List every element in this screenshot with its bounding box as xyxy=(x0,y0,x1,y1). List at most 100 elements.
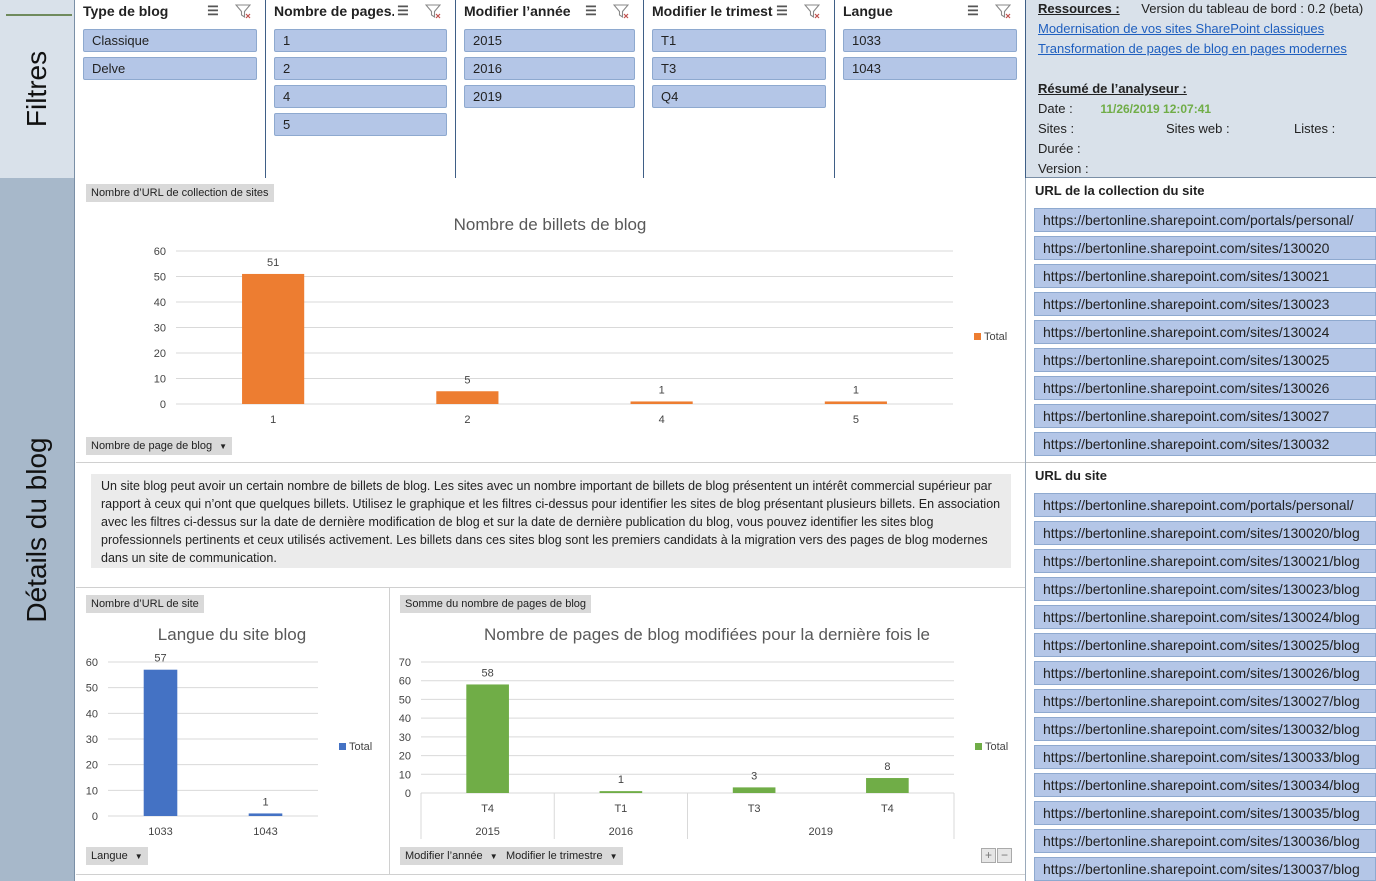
url-list-item[interactable]: https://bertonline.sharepoint.com/sites/… xyxy=(1034,605,1376,629)
chart3-field-pill[interactable]: Somme du nombre de pages de blog xyxy=(400,595,592,613)
url-list-item[interactable]: https://bertonline.sharepoint.com/sites/… xyxy=(1034,661,1376,685)
x-tick-label: T4 xyxy=(881,803,894,815)
multi-select-icon[interactable]: ☰ xyxy=(773,3,791,21)
url-list-item[interactable]: https://bertonline.sharepoint.com/sites/… xyxy=(1034,264,1376,288)
divider xyxy=(76,587,1025,588)
modernization-link[interactable]: Modernisation de vos sites SharePoint cl… xyxy=(1038,21,1325,36)
chart2-field-pill[interactable]: Nombre d’URL de site xyxy=(86,595,204,613)
filters-label: Filtres xyxy=(21,50,52,128)
slicer-item[interactable]: 2019 xyxy=(464,85,635,108)
bar xyxy=(599,791,643,793)
date-label: Date : xyxy=(1038,101,1073,116)
dashboard-version: Version du tableau de bord : 0.2 (beta) xyxy=(1141,1,1364,16)
expand-button[interactable]: + xyxy=(981,848,996,863)
data-label: 51 xyxy=(267,257,279,269)
multi-select-icon[interactable]: ☰ xyxy=(204,3,222,21)
duration-label: Durée : xyxy=(1038,141,1081,156)
slicer-item[interactable]: 2015 xyxy=(464,29,635,52)
slicer-item[interactable]: Classique xyxy=(83,29,257,52)
slicer-item[interactable]: 1043 xyxy=(843,57,1017,80)
blog-posts-chart: Nombre de billets de blog010203040506051… xyxy=(154,215,1008,426)
clear-filter-icon[interactable] xyxy=(803,3,821,21)
collapse-button[interactable]: − xyxy=(997,848,1012,863)
description-text: Un site blog peut avoir un certain nombr… xyxy=(91,474,1011,568)
slicer-item[interactable]: 2016 xyxy=(464,57,635,80)
sites-label: Sites : xyxy=(1038,121,1075,136)
multi-select-icon[interactable]: ☰ xyxy=(394,3,412,21)
slicer-item[interactable]: 1 xyxy=(274,29,447,52)
bar xyxy=(466,684,509,793)
url-list-item[interactable]: https://bertonline.sharepoint.com/sites/… xyxy=(1034,348,1376,372)
chart3-year-filter-label: Modifier l’année xyxy=(405,850,483,862)
slicer-item[interactable]: 4 xyxy=(274,85,447,108)
details-label: Détails du blog xyxy=(21,436,52,623)
webs-label: Sites web : xyxy=(1166,121,1230,136)
chart1-field-pill[interactable]: Nombre d’URL de collection de sites xyxy=(86,184,274,202)
slicer-item[interactable]: 5 xyxy=(274,113,447,136)
data-label: 58 xyxy=(482,667,494,679)
data-label: 5 xyxy=(464,374,470,386)
url-list-item[interactable]: https://bertonline.sharepoint.com/sites/… xyxy=(1034,376,1376,400)
url-list-item[interactable]: https://bertonline.sharepoint.com/sites/… xyxy=(1034,320,1376,344)
clear-filter-icon[interactable] xyxy=(424,3,442,21)
slicer-item[interactable]: Delve xyxy=(83,57,257,80)
y-tick-label: 40 xyxy=(86,708,98,720)
data-label: 57 xyxy=(154,653,166,665)
url-list-item[interactable]: https://bertonline.sharepoint.com/sites/… xyxy=(1034,432,1376,456)
url-list-item[interactable]: https://bertonline.sharepoint.com/sites/… xyxy=(1034,521,1376,545)
x-tick-label: 4 xyxy=(659,414,665,426)
y-tick-label: 50 xyxy=(399,694,411,706)
blog-transformation-link[interactable]: Transformation de pages de blog en pages… xyxy=(1038,41,1347,56)
url-list-item[interactable]: https://bertonline.sharepoint.com/sites/… xyxy=(1034,745,1376,769)
url-list-item[interactable]: https://bertonline.sharepoint.com/sites/… xyxy=(1034,773,1376,797)
url-list-item[interactable]: https://bertonline.sharepoint.com/sites/… xyxy=(1034,549,1376,573)
slicer-item[interactable]: T3 xyxy=(652,57,826,80)
chart3-quarter-filter-label: Modifier le trimestre xyxy=(506,850,603,862)
clear-filter-icon[interactable] xyxy=(612,3,630,21)
url-list-item[interactable]: https://bertonline.sharepoint.com/sites/… xyxy=(1034,577,1376,601)
lists-label: Listes : xyxy=(1294,121,1336,136)
chart1-filter-dropdown[interactable]: Nombre de page de blog ▼ xyxy=(86,437,233,455)
url-list-item[interactable]: https://bertonline.sharepoint.com/sites/… xyxy=(1034,404,1376,428)
legend-label: Total xyxy=(984,331,1007,343)
x-group-label: 2016 xyxy=(609,826,633,838)
bar xyxy=(630,401,693,404)
slicer-item[interactable]: Q4 xyxy=(652,85,826,108)
url-list-item[interactable]: https://bertonline.sharepoint.com/portal… xyxy=(1034,493,1376,517)
site-collection-url-title: URL de la collection du site xyxy=(1035,183,1205,198)
divider xyxy=(1026,462,1376,463)
multi-select-icon[interactable]: ☰ xyxy=(582,3,600,21)
multi-select-icon[interactable]: ☰ xyxy=(964,3,982,21)
slicer-3: Modifier l’année ☰ 2015 2016 2019 xyxy=(456,0,644,178)
url-list-item[interactable]: https://bertonline.sharepoint.com/portal… xyxy=(1034,208,1376,232)
url-list-item[interactable]: https://bertonline.sharepoint.com/sites/… xyxy=(1034,633,1376,657)
y-tick-label: 40 xyxy=(399,713,411,725)
chart2-filter-dropdown[interactable]: Langue ▼ xyxy=(86,847,148,865)
chart3-quarter-filter-dropdown[interactable]: Modifier le trimestre ▼ xyxy=(501,847,623,865)
url-list-item[interactable]: https://bertonline.sharepoint.com/sites/… xyxy=(1034,717,1376,741)
x-tick-label: 1 xyxy=(270,414,276,426)
clear-filter-icon[interactable] xyxy=(234,3,252,21)
slicer-item[interactable]: 1033 xyxy=(843,29,1017,52)
chart3-year-filter-dropdown[interactable]: Modifier l’année ▼ xyxy=(400,847,503,865)
url-list-item[interactable]: https://bertonline.sharepoint.com/sites/… xyxy=(1034,829,1376,853)
legend-swatch xyxy=(339,743,346,750)
divider xyxy=(76,874,1025,875)
y-tick-label: 50 xyxy=(154,272,166,284)
analyzer-summary-label: Résumé de l’analyseur : xyxy=(1038,81,1187,96)
details-banner: Détails du blog xyxy=(0,178,75,881)
date-value: 11/26/2019 12:07:41 xyxy=(1100,102,1212,116)
x-tick-label: T4 xyxy=(481,803,494,815)
y-tick-label: 10 xyxy=(154,374,166,386)
slicer-title: Langue xyxy=(843,3,893,19)
clear-filter-icon[interactable] xyxy=(994,3,1012,21)
chevron-down-icon: ▼ xyxy=(609,852,618,861)
url-list-item[interactable]: https://bertonline.sharepoint.com/sites/… xyxy=(1034,292,1376,316)
url-list-item[interactable]: https://bertonline.sharepoint.com/sites/… xyxy=(1034,801,1376,825)
slicer-item[interactable]: 2 xyxy=(274,57,447,80)
slicer-4: Modifier le trimestre ☰ T1 T3 Q4 xyxy=(644,0,835,178)
url-list-item[interactable]: https://bertonline.sharepoint.com/sites/… xyxy=(1034,857,1376,881)
url-list-item[interactable]: https://bertonline.sharepoint.com/sites/… xyxy=(1034,689,1376,713)
url-list-item[interactable]: https://bertonline.sharepoint.com/sites/… xyxy=(1034,236,1376,260)
slicer-item[interactable]: T1 xyxy=(652,29,826,52)
